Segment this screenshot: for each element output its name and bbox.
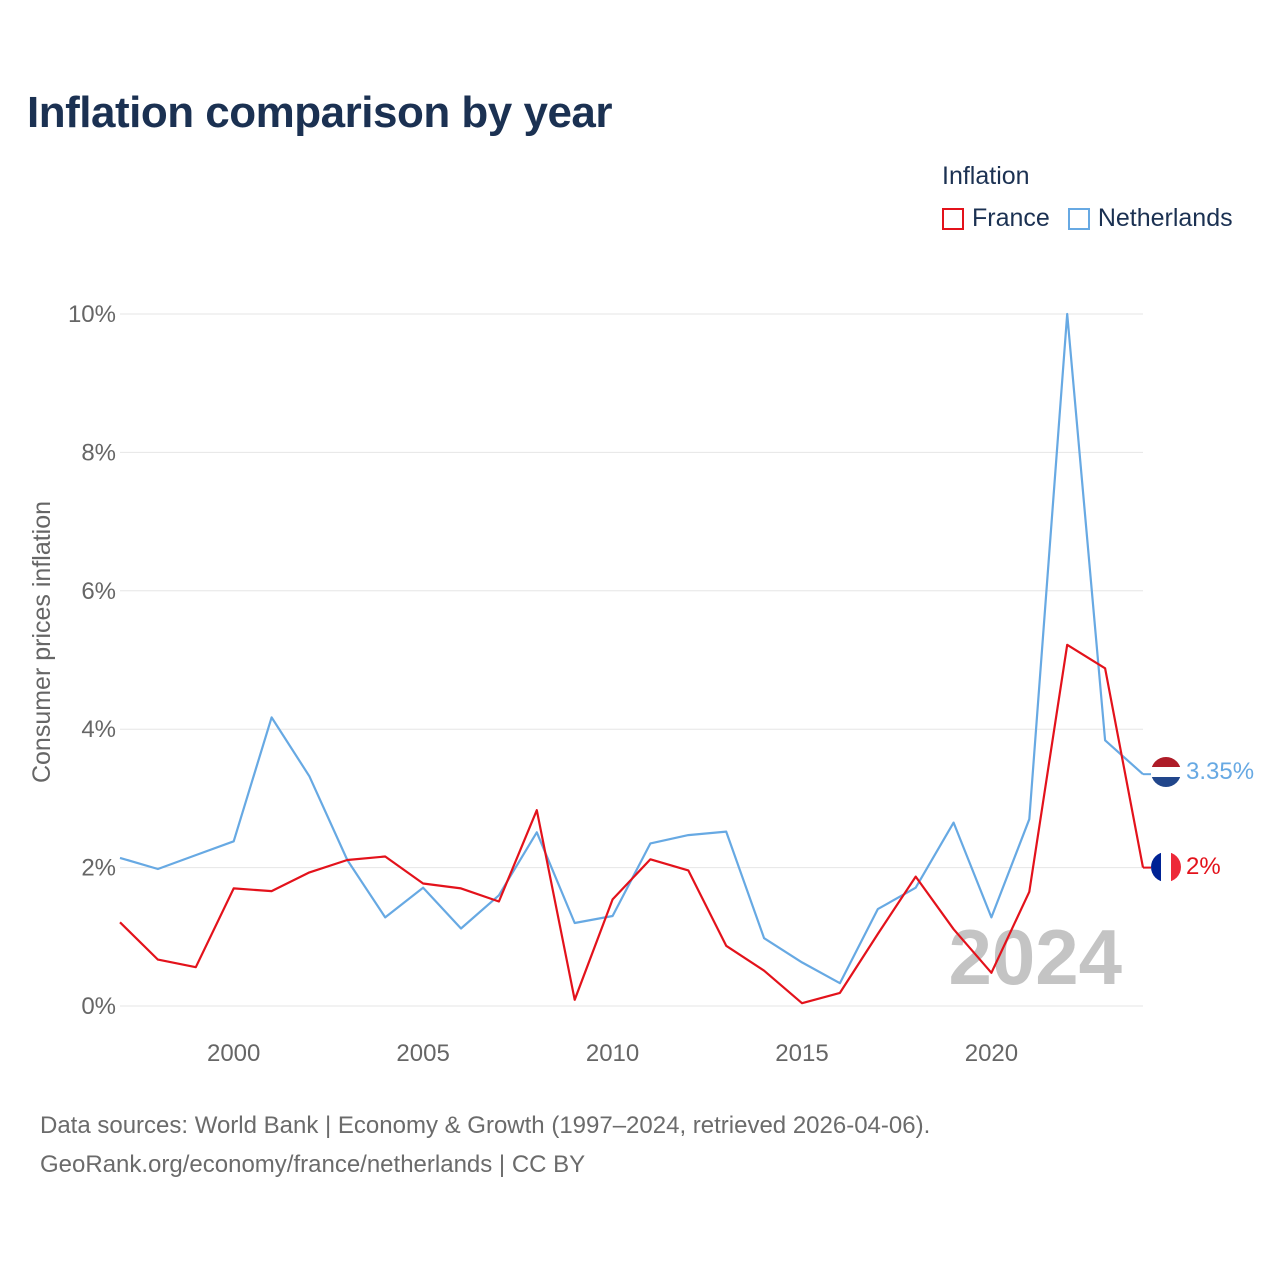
y-tick-label: 0% xyxy=(81,993,116,1020)
legend: France Netherlands xyxy=(942,204,1251,233)
x-tick-label: 2000 xyxy=(207,1040,260,1067)
chart-title: Inflation comparison by year xyxy=(27,88,613,137)
source-note: Data sources: World Bank | Economy & Gro… xyxy=(40,1106,930,1184)
y-tick-label: 4% xyxy=(81,716,116,743)
grid xyxy=(120,313,1143,1007)
x-tick-label: 2015 xyxy=(775,1040,828,1067)
series-line-netherlands[interactable] xyxy=(119,312,1144,985)
y-tick-label: 2% xyxy=(81,855,116,882)
legend-label-netherlands: Netherlands xyxy=(1097,204,1233,232)
legend-swatch-netherlands xyxy=(1067,207,1090,230)
year-watermark: 2024 xyxy=(948,913,1122,1001)
legend-label-france: France xyxy=(972,204,1050,232)
legend-swatch-france xyxy=(942,207,964,230)
y-tick-label: 6% xyxy=(81,578,116,605)
x-tick-label: 2005 xyxy=(396,1040,449,1067)
legend-title: Inflation xyxy=(942,162,1030,190)
x-axis: 2000 2005 2010 2015 2020 xyxy=(207,1040,1018,1067)
series-line-france[interactable] xyxy=(119,643,1145,1005)
y-tick-label: 10% xyxy=(68,301,116,328)
end-label-france: 2% xyxy=(1186,853,1221,880)
x-tick-label: 2020 xyxy=(965,1040,1018,1067)
source-line-1: Data sources: World Bank | Economy & Gro… xyxy=(40,1112,931,1139)
y-tick-label: 8% xyxy=(81,439,116,466)
x-tick-label: 2010 xyxy=(586,1040,639,1067)
y-axis: 0% 2% 4% 6% 8% 10% xyxy=(68,301,116,1020)
series xyxy=(119,312,1151,1005)
source-line-2[interactable]: GeoRank.org/economy/france/netherlands |… xyxy=(40,1151,586,1178)
y-axis-label: Consumer prices inflation xyxy=(28,501,56,783)
france-flag-icon xyxy=(1151,852,1181,882)
netherlands-flag-icon xyxy=(1151,757,1181,787)
end-label-netherlands: 3.35% xyxy=(1186,758,1254,785)
legend-item-netherlands[interactable]: Netherlands xyxy=(1067,204,1233,233)
legend-item-france[interactable]: France xyxy=(942,204,1050,233)
